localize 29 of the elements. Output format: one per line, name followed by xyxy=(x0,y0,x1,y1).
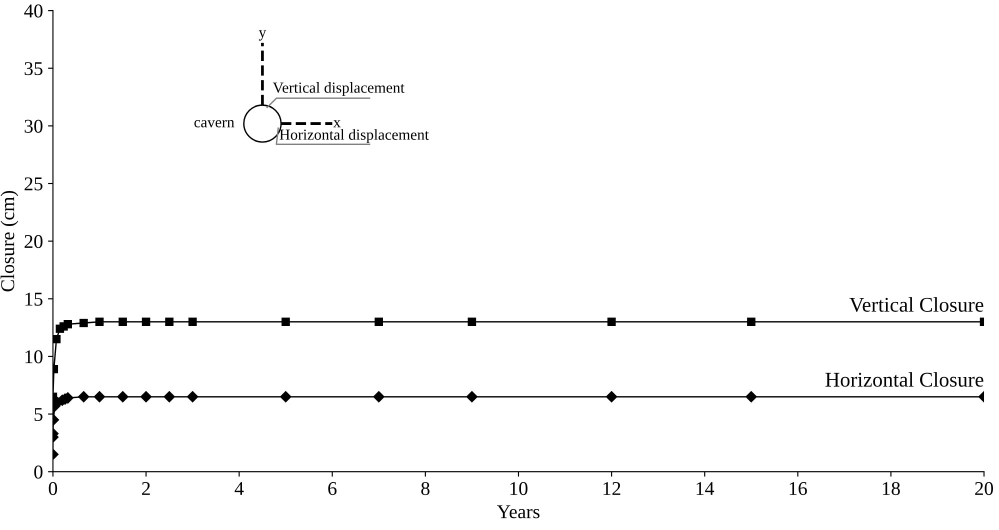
y-tick-label: 35 xyxy=(24,62,42,76)
y-tick-label: 40 xyxy=(24,4,42,18)
x-axis-title: Years xyxy=(497,505,540,518)
annotation: Horizontal displacement xyxy=(280,129,429,143)
y-tick-label: 10 xyxy=(25,350,42,364)
x-tick-label: 12 xyxy=(604,482,620,495)
x-tick-label: 8 xyxy=(421,482,430,496)
y-axis-title: Closure (cm) xyxy=(0,190,18,292)
x-tick-label: 20 xyxy=(975,482,993,496)
y-tick-label: 0 xyxy=(34,466,42,479)
y-tick-label: 25 xyxy=(24,177,42,190)
x-tick-label: 0 xyxy=(48,482,58,496)
x-tick-label: 10 xyxy=(510,482,528,496)
x-tick-label: 6 xyxy=(328,482,337,496)
annotation: x xyxy=(333,120,341,128)
x-tick-label: 4 xyxy=(234,482,244,495)
x-tick-label: 2 xyxy=(142,482,150,495)
x-tick-label: 18 xyxy=(882,482,900,496)
series-label: Horizontal Closure xyxy=(826,372,984,387)
series-label: Vertical Closure xyxy=(849,297,984,312)
annotation: cavern xyxy=(194,120,234,128)
x-tick-label: 16 xyxy=(790,482,807,496)
annotation: Vertical displacement xyxy=(272,82,405,96)
y-tick-label: 15 xyxy=(25,292,42,306)
annotation: y xyxy=(258,30,266,41)
y-tick-label: 20 xyxy=(24,234,42,248)
x-tick-label: 14 xyxy=(696,482,714,495)
y-tick-label: 5 xyxy=(34,408,42,421)
y-tick-label: 30 xyxy=(24,120,42,133)
